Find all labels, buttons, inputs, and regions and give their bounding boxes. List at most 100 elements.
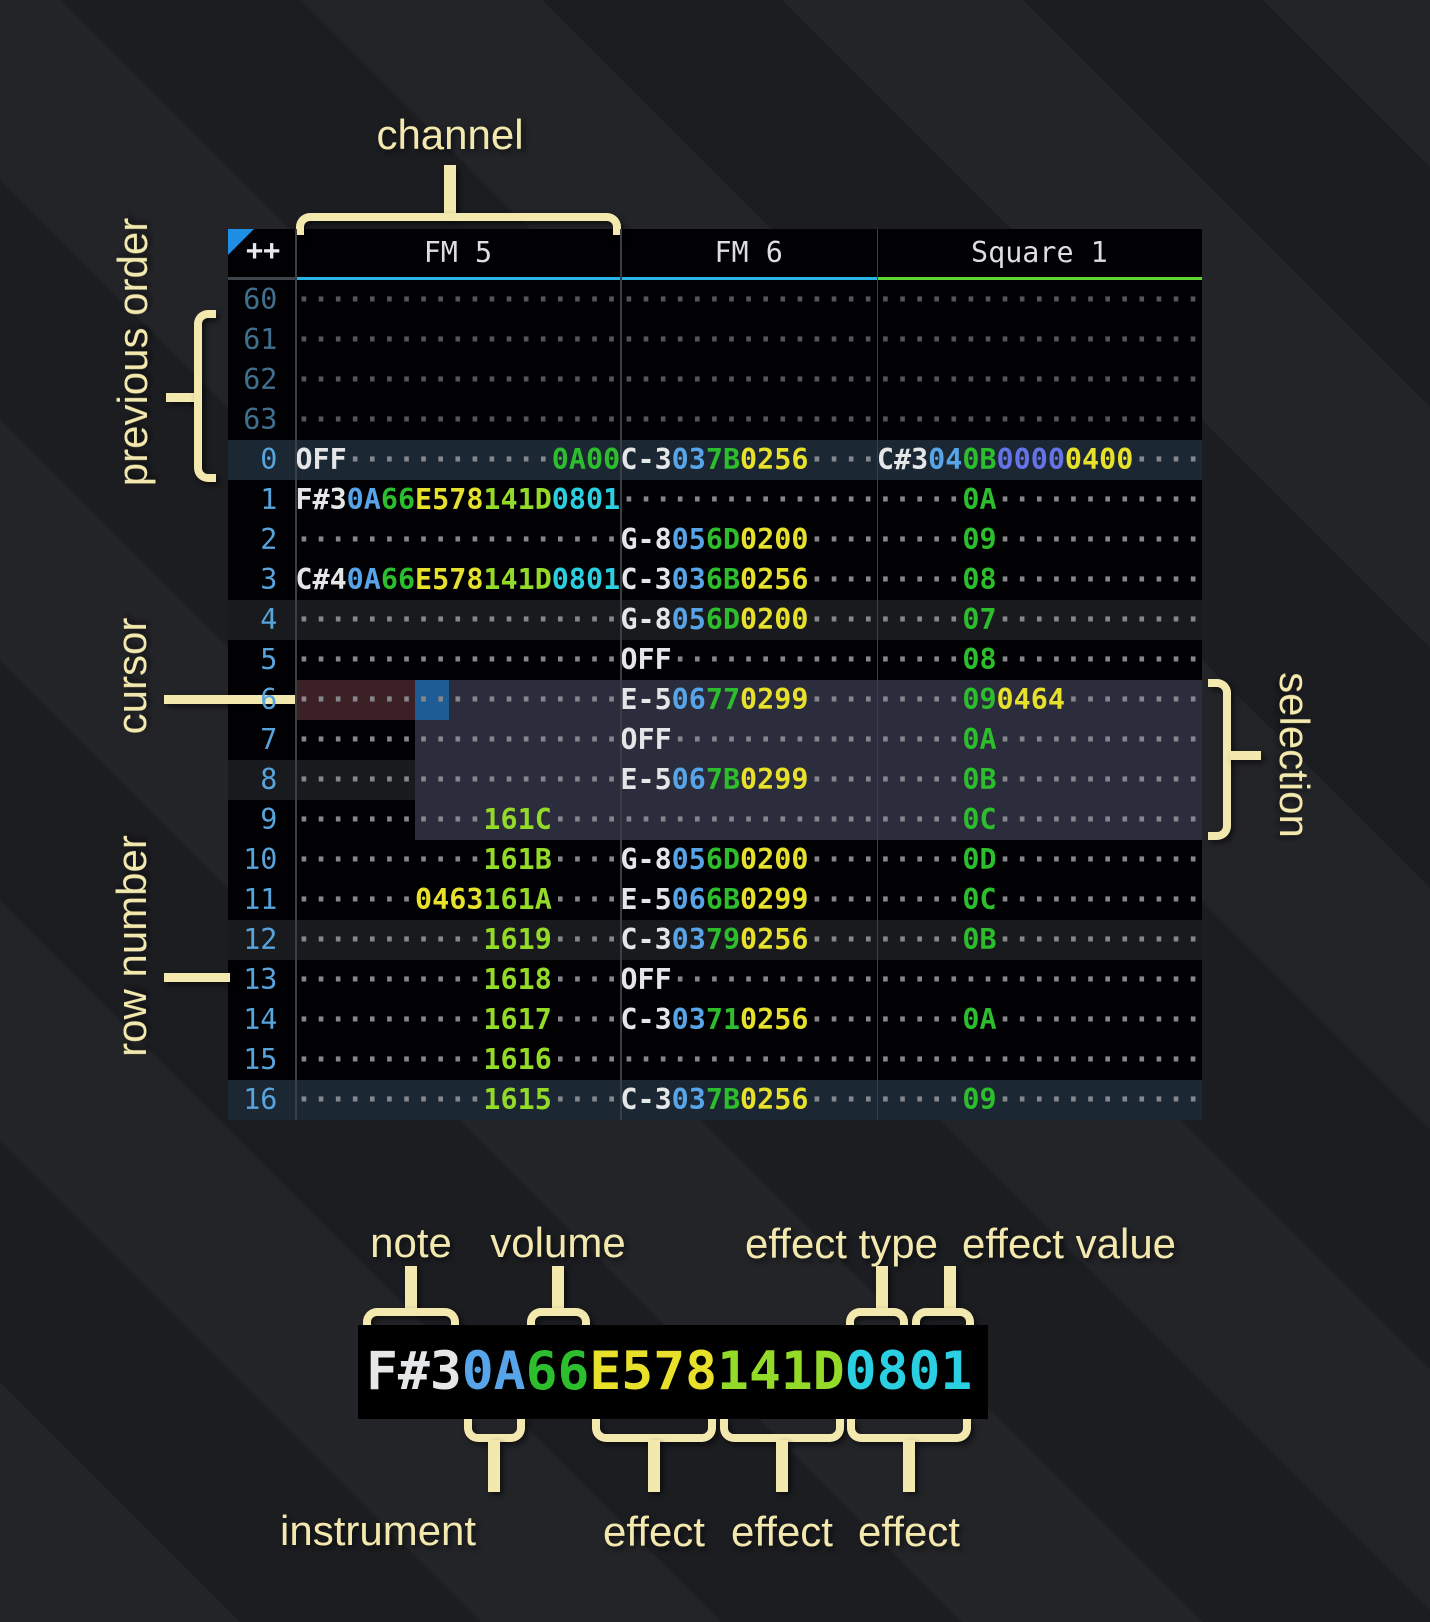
pattern-cell-sq1[interactable]: ·····0B············	[877, 760, 1202, 800]
pattern-cell-sq1[interactable]: ·····0B············	[877, 920, 1202, 960]
pattern-cell-fm6[interactable]: E-506770299····	[620, 680, 877, 720]
pattern-cell-fm6[interactable]: OFF············	[620, 640, 877, 680]
pattern-cell-sq1[interactable]: ·····0C············	[877, 800, 1202, 840]
pattern-cell-sq1[interactable]: C#3040B00000400····	[877, 440, 1202, 480]
row-number: 10	[243, 843, 278, 877]
pattern-cell-fm5[interactable]: ···········1618····	[295, 960, 620, 1000]
cell-segment-vol: 6D	[705, 603, 741, 637]
pattern-cell-fm5[interactable]: ···················	[295, 680, 620, 720]
legend-segment-fxY: E578	[589, 1341, 718, 1402]
pattern-cell-fm5[interactable]: ···················	[295, 280, 620, 320]
cell-segment-vol: 7B	[705, 1083, 741, 1117]
pattern-cell-fm5[interactable]: ···········1617····	[295, 1000, 620, 1040]
pattern-cell-sq1[interactable]: ·····0A············	[877, 480, 1202, 520]
channel-header-fm5[interactable]: FM 5	[423, 236, 493, 269]
pattern-cursor[interactable]	[415, 680, 450, 721]
pattern-cell-fm5[interactable]: F#30A66E578141D0801	[295, 480, 620, 520]
pattern-cell-sq1[interactable]: ·····090464········	[877, 680, 1202, 720]
pattern-cell-fm5[interactable]: ·······0463161A····	[295, 880, 620, 920]
selection-region[interactable]	[449, 680, 1202, 721]
pattern-cell-fm6[interactable]: ···············	[620, 280, 877, 320]
pattern-cell-fm6[interactable]: C-3037B0256····	[620, 1080, 877, 1120]
pattern-cell-fm6[interactable]: E-5067B0299····	[620, 760, 877, 800]
pattern-cell-fm6[interactable]: ···············	[620, 800, 877, 840]
pattern-cell-fm5[interactable]: ···········1616····	[295, 1040, 620, 1080]
cell-segment-dot: ····	[808, 1003, 877, 1037]
pattern-cell-sq1[interactable]: ·····09············	[877, 520, 1202, 560]
legend-stem-effect-value	[944, 1266, 956, 1308]
pattern-cell-fm5[interactable]: ···················	[295, 600, 620, 640]
pattern-cell-fm6[interactable]: G-8056D0200····	[620, 600, 877, 640]
pattern-cell-fm5[interactable]: ···················	[295, 760, 620, 800]
pattern-cell-fm5[interactable]: ···········1619····	[295, 920, 620, 960]
pattern-cell-fm6[interactable]: ···············	[620, 400, 877, 440]
previous-order-callout-label: previous order	[109, 217, 156, 487]
pattern-cell-fm6[interactable]: C-3036B0256····	[620, 560, 877, 600]
cell-segment-vol: 6B	[705, 563, 741, 597]
cell-segment-vol: 09	[962, 523, 997, 557]
cell-segment-vol: 0A00	[551, 443, 621, 477]
channel-callout-brace	[296, 213, 621, 235]
pattern-cell-sq1[interactable]: ···················	[877, 360, 1202, 400]
pattern-cell-fm5[interactable]: ···················	[295, 360, 620, 400]
pattern-cell-fm6[interactable]: C-3037B0256····	[620, 440, 877, 480]
cell-segment-dot: ···············	[620, 803, 877, 837]
pattern-cell-fm6[interactable]: G-8056D0200····	[620, 520, 877, 560]
pattern-cell-fm6[interactable]: C-303710256····	[620, 1000, 877, 1040]
pattern-cell-fm5[interactable]: OFF············0A00	[295, 440, 620, 480]
cell-segment-fxY: 0200	[740, 603, 809, 637]
pattern-cell-fm6[interactable]: ···············	[620, 320, 877, 360]
row-number: 62	[243, 363, 278, 397]
pattern-cell-sq1[interactable]: ···················	[877, 960, 1202, 1000]
pattern-cell-fm6[interactable]: G-8056D0200····	[620, 840, 877, 880]
selection-region[interactable]	[415, 720, 1202, 841]
cell-segment-vol: 0B	[962, 923, 997, 957]
pattern-row: 14 ···········1617···· C-303710256···· ····…	[228, 1000, 1202, 1040]
cell-segment-vol: 7B	[705, 763, 741, 797]
pattern-cell-sq1[interactable]: ·····0C············	[877, 880, 1202, 920]
pattern-cell-fm5[interactable]: ···················	[295, 520, 620, 560]
pattern-cell-fm5[interactable]: ···················	[295, 640, 620, 680]
pattern-cell-fm6[interactable]: ···············	[620, 360, 877, 400]
cell-segment-vol: 0C	[962, 803, 997, 837]
pattern-cell-sq1[interactable]: ·····07············	[877, 600, 1202, 640]
pattern-cell-sq1[interactable]: ···················	[877, 280, 1202, 320]
previous-order-callout-bracket	[194, 310, 216, 482]
channel-header-sq1[interactable]: Square 1	[971, 236, 1108, 269]
cell-segment-vol: 66	[380, 483, 416, 517]
pattern-cell-fm5[interactable]: ···········1615····	[295, 1080, 620, 1120]
pattern-cell-fm6[interactable]: ···············	[620, 480, 877, 520]
cell-segment-dot: ····	[808, 523, 877, 557]
order-corner-cell[interactable]: ++	[228, 229, 295, 277]
pattern-cell-sq1[interactable]: ···················	[877, 1040, 1202, 1080]
channel-underline-sq1	[876, 277, 1202, 281]
legend-bracket-effect-value	[912, 1308, 974, 1330]
pattern-cell-fm5[interactable]: C#40A66E578141D0801	[295, 560, 620, 600]
pattern-cell-sq1[interactable]: ·····09············	[877, 1080, 1202, 1120]
pattern-cell-sq1[interactable]: ·····08············	[877, 640, 1202, 680]
pattern-cell-fm6[interactable]: OFF············	[620, 960, 877, 1000]
pattern-cell-sq1[interactable]: ·····08············	[877, 560, 1202, 600]
pattern-cell-sq1[interactable]: ·····0A············	[877, 720, 1202, 760]
pattern-cell-fm6[interactable]: OFF············	[620, 720, 877, 760]
pattern-cell-sq1[interactable]: ·····0A············	[877, 1000, 1202, 1040]
pattern-cell-fm5[interactable]: ···················	[295, 400, 620, 440]
cell-segment-dot: ············	[671, 963, 877, 997]
pattern-cell-fm5[interactable]: ···················	[295, 320, 620, 360]
cell-segment-vol: 79	[705, 923, 741, 957]
pattern-cell-fm6[interactable]: ···············	[620, 1040, 877, 1080]
cell-segment-fxY: 0256	[740, 1083, 809, 1117]
pattern-cell-fm5[interactable]: ···················	[295, 720, 620, 760]
cell-segment-dot: ···················	[295, 323, 621, 357]
pattern-cell-sq1[interactable]: ···················	[877, 320, 1202, 360]
pattern-cell-fm5[interactable]: ···········161B····	[295, 840, 620, 880]
cell-segment-dot: ············	[996, 603, 1202, 637]
legend-segment-vol: 66	[525, 1341, 590, 1402]
pattern-cell-fm5[interactable]: ···········161C····	[295, 800, 620, 840]
pattern-cell-sq1[interactable]: ···················	[877, 400, 1202, 440]
pattern-cell-sq1[interactable]: ·····0D············	[877, 840, 1202, 880]
pattern-cell-fm6[interactable]: C-303790256····	[620, 920, 877, 960]
channel-header-fm6[interactable]: FM 6	[714, 236, 783, 269]
pattern-cell-fm6[interactable]: E-5066B0299····	[620, 880, 877, 920]
cell-segment-dot: ············	[996, 763, 1202, 797]
